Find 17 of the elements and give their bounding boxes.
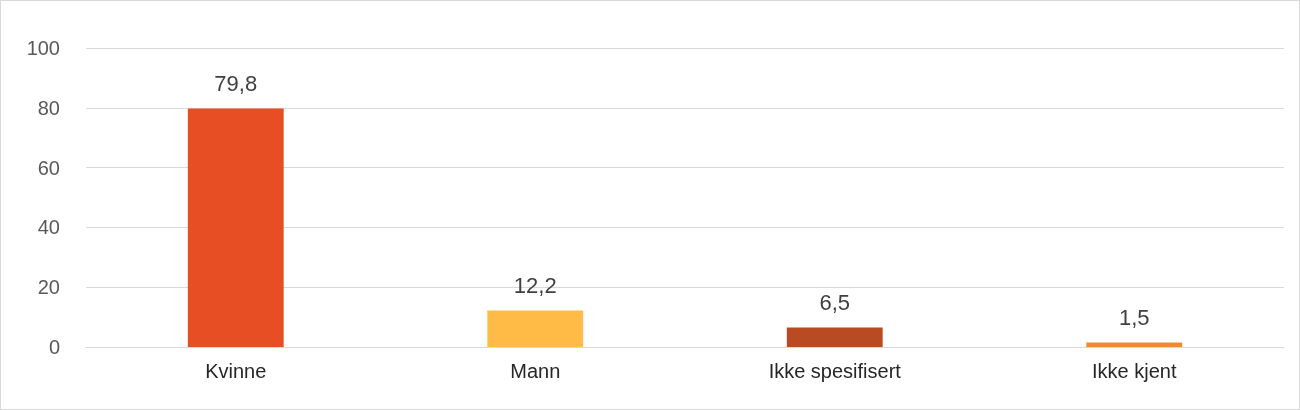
y-tick-label: 0 xyxy=(48,336,60,358)
y-tick-label: 100 xyxy=(26,37,60,59)
y-tick-label: 80 xyxy=(37,96,60,119)
data-label: 6,5 xyxy=(819,290,851,316)
bar xyxy=(187,108,284,347)
bar xyxy=(487,310,584,347)
data-label: 1,5 xyxy=(1118,305,1150,331)
data-label: 79,8 xyxy=(214,70,258,96)
data-label: 12,2 xyxy=(513,273,557,299)
x-tick-label: Ikke spesifisert xyxy=(768,360,902,382)
x-tick-label: Mann xyxy=(510,360,561,382)
y-tick-label: 60 xyxy=(37,156,60,179)
y-tick-label: 40 xyxy=(37,216,60,239)
y-tick-label: 20 xyxy=(37,276,60,299)
x-tick-label: Ikke kjent xyxy=(1092,360,1177,382)
x-tick-label: Kvinne xyxy=(205,360,267,382)
bar xyxy=(786,327,883,347)
